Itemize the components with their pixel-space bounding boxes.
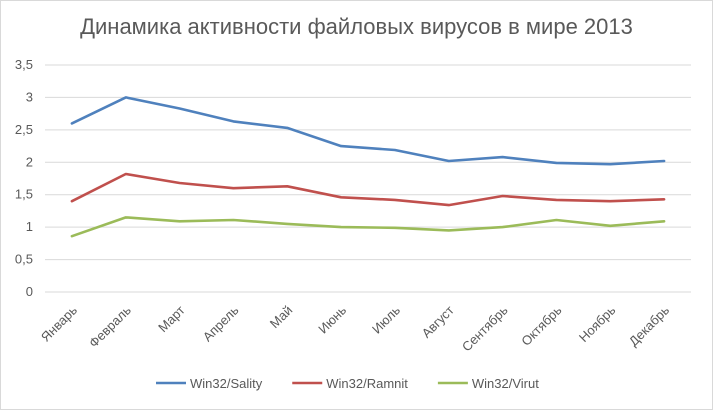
y-tick-label: 1 <box>26 219 33 234</box>
x-tick-label: Февраль <box>86 302 134 350</box>
x-tick-label: Август <box>419 302 457 340</box>
x-axis-tick-labels: Январь Февраль Март Апрель Май Июнь Июль Август… <box>38 302 672 354</box>
x-tick-label: Январь <box>38 302 80 344</box>
legend-label: Win32/Virut <box>472 376 539 391</box>
series-lines <box>70 96 666 238</box>
x-tick-label: Март <box>155 302 188 335</box>
gridlines <box>45 64 691 293</box>
chart-title: Динамика активности файловых вирусов в м… <box>80 14 633 39</box>
x-tick-label: Декабрь <box>626 302 673 349</box>
y-tick-label: 0 <box>26 284 33 299</box>
y-tick-label: 3,5 <box>15 57 33 72</box>
x-tick-label: Ноябрь <box>576 302 619 345</box>
legend-label: Win32/Ramnit <box>326 376 408 391</box>
x-tick-label: Апрель <box>200 302 242 344</box>
legend: Win32/Sality Win32/Ramnit Win32/Virut <box>156 376 539 391</box>
x-tick-label: Сентябрь <box>459 302 511 354</box>
series-line <box>70 216 666 238</box>
x-tick-label: Май <box>267 303 296 332</box>
x-tick-label: Июнь <box>315 302 349 336</box>
y-tick-label: 3 <box>26 89 33 104</box>
y-axis-tick-labels: 0 0,5 1 1,5 2 2,5 3 3,5 <box>15 57 33 299</box>
series-line <box>70 96 666 166</box>
y-tick-label: 0,5 <box>15 252 33 267</box>
y-tick-label: 2 <box>26 154 33 169</box>
x-tick-label: Июль <box>369 302 403 336</box>
y-tick-label: 2,5 <box>15 122 33 137</box>
legend-label: Win32/Sality <box>190 376 263 391</box>
y-tick-label: 1,5 <box>15 187 33 202</box>
series-line <box>70 172 666 207</box>
x-tick-label: Октябрь <box>518 302 564 348</box>
